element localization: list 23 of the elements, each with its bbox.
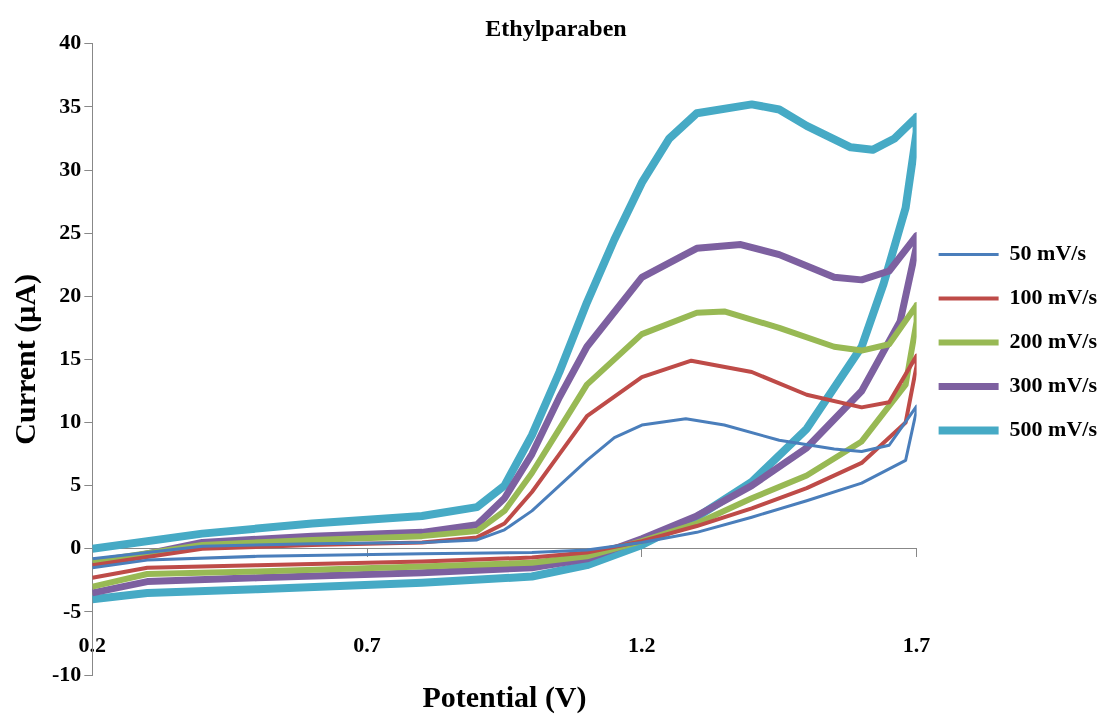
x-axis-title: Potential (V) (422, 679, 587, 714)
x-tick-label: 1.7 (902, 631, 931, 657)
y-tick-label: 10 (59, 408, 82, 434)
x-tick-label: 1.2 (628, 631, 656, 657)
legend-label: 100 mV/s (1009, 284, 1098, 310)
y-tick-label: 5 (70, 471, 82, 497)
y-tick-label: 25 (59, 218, 82, 244)
legend-label: 50 mV/s (1009, 240, 1087, 266)
y-tick-label: 20 (59, 281, 82, 307)
x-tick-label: 0.2 (78, 631, 107, 657)
y-tick-label: 0 (70, 534, 82, 560)
legend-label: 500 mV/s (1009, 416, 1098, 442)
y-tick-label: 30 (59, 155, 82, 181)
legend-label: 300 mV/s (1009, 372, 1098, 398)
chart-title: Ethylparaben (485, 14, 627, 41)
y-tick-label: 15 (59, 345, 82, 371)
y-tick-label: 35 (59, 92, 82, 118)
y-tick-label: -10 (52, 660, 82, 686)
x-tick-label: 0.7 (353, 631, 381, 657)
legend-label: 200 mV/s (1009, 328, 1098, 354)
y-tick-label: -5 (63, 597, 82, 623)
y-tick-label: 40 (59, 29, 82, 55)
y-axis-title: Current (μA) (7, 274, 42, 445)
